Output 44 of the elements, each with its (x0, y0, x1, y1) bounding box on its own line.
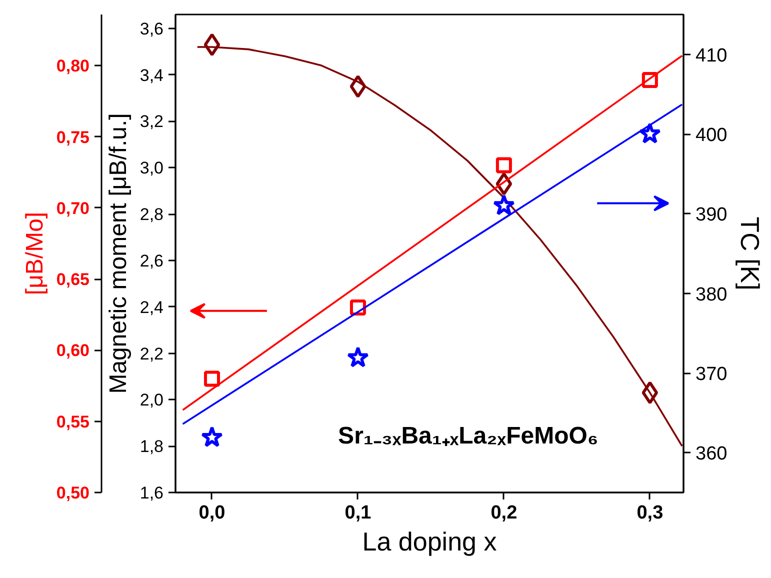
y2-axis-title: [μB/Mo] (21, 212, 48, 296)
y3-tick-label: 360 (696, 444, 728, 465)
x-axis-title: La doping x (362, 526, 497, 556)
y-tick-label: 3,0 (140, 158, 164, 178)
point (492, 194, 515, 216)
y-tick-label: 3,4 (140, 66, 164, 85)
x-tick-label: 0,2 (490, 502, 518, 524)
y2-tick-label: 0,80 (56, 56, 90, 76)
y2-tick-label: 0,65 (56, 270, 90, 290)
x-tick-label: 0,0 (198, 502, 226, 524)
y3-tick-label: 380 (696, 284, 728, 306)
y-tick-label: 2,2 (140, 344, 164, 364)
point (642, 381, 658, 404)
y-tick-label: 2,8 (140, 205, 164, 224)
point (642, 72, 658, 88)
y2-tick-label: 0,75 (56, 128, 90, 147)
y3-tick-label: 370 (696, 364, 728, 385)
y-tick-label: 2,0 (140, 390, 164, 410)
y2-tick-label: 0,70 (56, 198, 90, 218)
y-tick-label: 3,6 (140, 19, 164, 38)
point (638, 122, 661, 144)
y-tick-label: 2,6 (140, 251, 164, 270)
annotation: Sr₁₋₃ₓBa₁₊ₓLa₂ₓFeMoO₆ (338, 422, 598, 450)
point (200, 426, 224, 448)
x-tick-label: 0,1 (344, 502, 372, 524)
y-tick-label: 1,6 (140, 484, 164, 502)
y-axis-title: Magnetic moment [μB/f.u.] (104, 113, 132, 394)
y3-tick-label: 390 (696, 204, 728, 226)
y-tick-label: 2,4 (140, 298, 164, 317)
x-tick-label: 0,3 (636, 502, 664, 524)
y2-tick-label: 0,60 (56, 341, 90, 360)
y-tick-label: 1,8 (140, 437, 164, 456)
y3-tick-label: 410 (696, 45, 728, 66)
point (496, 157, 512, 174)
point (350, 74, 366, 98)
y2-tick-label: 0,50 (56, 484, 90, 502)
point (346, 346, 369, 368)
y3-tick-label: 400 (696, 125, 728, 146)
point (496, 172, 512, 196)
y-tick-label: 3,2 (140, 112, 164, 132)
y3-axis-title: TC [K] (735, 216, 766, 290)
point (204, 33, 220, 56)
point (204, 370, 220, 387)
y2-tick-label: 0,55 (56, 412, 90, 432)
